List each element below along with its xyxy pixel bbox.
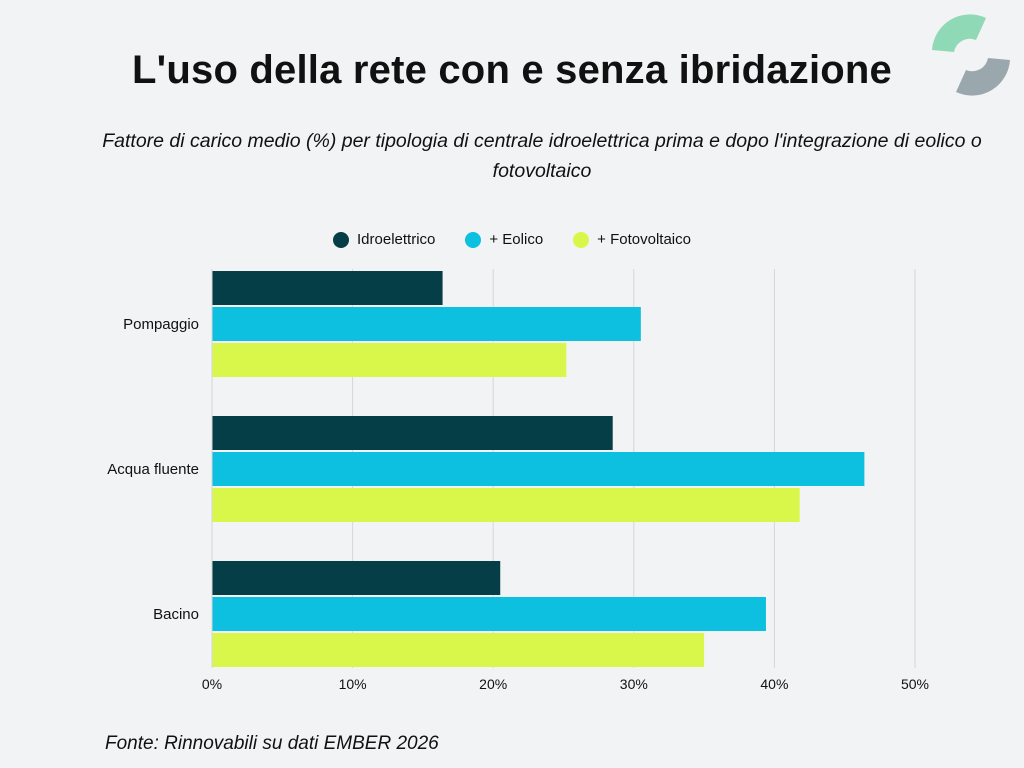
bar-acqua-fluente-1 [212, 416, 613, 450]
category-label: Acqua fluente [107, 461, 199, 478]
x-tick-label: 30% [620, 676, 648, 692]
bar-acqua-fluente-3 [212, 488, 800, 522]
legend-label: Idroelettrico [357, 231, 436, 248]
x-tick-label: 0% [202, 676, 222, 692]
legend-swatch [573, 231, 590, 248]
legend-label: + Fotovoltaico [597, 231, 691, 248]
legend-item-idroelettrico: Idroelettrico [333, 231, 435, 248]
x-tick-label: 40% [760, 676, 788, 692]
legend: Idroelettrico + Eolico + Fotovoltaico [0, 231, 1024, 248]
x-tick-label: 10% [339, 676, 367, 692]
source-note: Fonte: Rinnovabili su dati EMBER 2026 [105, 733, 439, 754]
bar-pompaggio-2 [212, 307, 641, 341]
bar-pompaggio-1 [212, 271, 443, 305]
ring-logo-icon [932, 14, 1010, 96]
chart-title: L'uso della rete con e senza ibridazione [132, 48, 892, 92]
legend-item-eolico: + Eolico [465, 231, 543, 248]
legend-item-fotovoltaico: + Fotovoltaico [573, 231, 691, 248]
bar-bacino-1 [212, 561, 501, 595]
category-label: Bacino [153, 606, 199, 623]
chart-subtitle: Fattore di carico medio (%) per tipologi… [102, 130, 982, 182]
bar-bacino-3 [212, 633, 705, 667]
bar-bacino-2 [212, 597, 766, 631]
x-tick-label: 20% [479, 676, 507, 692]
bar-pompaggio-3 [212, 343, 567, 377]
category-label: Pompaggio [123, 316, 199, 333]
bar-acqua-fluente-2 [212, 452, 865, 486]
x-tick-label: 50% [901, 676, 929, 692]
legend-swatch [465, 231, 482, 248]
legend-swatch [333, 231, 349, 248]
legend-label: + Eolico [489, 231, 544, 248]
